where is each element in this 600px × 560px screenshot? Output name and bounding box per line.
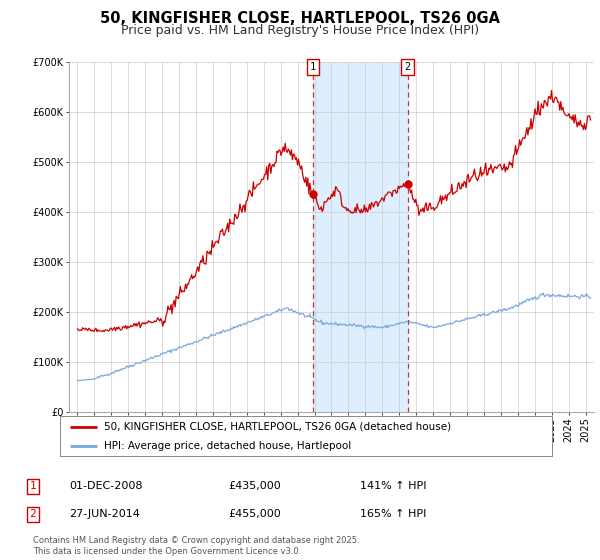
Text: 2: 2 — [404, 62, 410, 72]
Text: 1: 1 — [29, 481, 37, 491]
Text: 165% ↑ HPI: 165% ↑ HPI — [360, 509, 427, 519]
Text: 27-JUN-2014: 27-JUN-2014 — [69, 509, 140, 519]
Text: £435,000: £435,000 — [228, 481, 281, 491]
Text: 141% ↑ HPI: 141% ↑ HPI — [360, 481, 427, 491]
Bar — [313, 62, 407, 412]
Text: 50, KINGFISHER CLOSE, HARTLEPOOL, TS26 0GA (detached house): 50, KINGFISHER CLOSE, HARTLEPOOL, TS26 0… — [104, 422, 451, 432]
Text: Contains HM Land Registry data © Crown copyright and database right 2025.
This d: Contains HM Land Registry data © Crown c… — [33, 536, 359, 556]
Text: 50, KINGFISHER CLOSE, HARTLEPOOL, TS26 0GA: 50, KINGFISHER CLOSE, HARTLEPOOL, TS26 0… — [100, 11, 500, 26]
Text: 01-DEC-2008: 01-DEC-2008 — [69, 481, 143, 491]
Text: HPI: Average price, detached house, Hartlepool: HPI: Average price, detached house, Hart… — [104, 441, 352, 450]
Text: £455,000: £455,000 — [228, 509, 281, 519]
Text: 2: 2 — [29, 509, 37, 519]
Text: Price paid vs. HM Land Registry's House Price Index (HPI): Price paid vs. HM Land Registry's House … — [121, 24, 479, 36]
Text: 1: 1 — [310, 62, 316, 72]
